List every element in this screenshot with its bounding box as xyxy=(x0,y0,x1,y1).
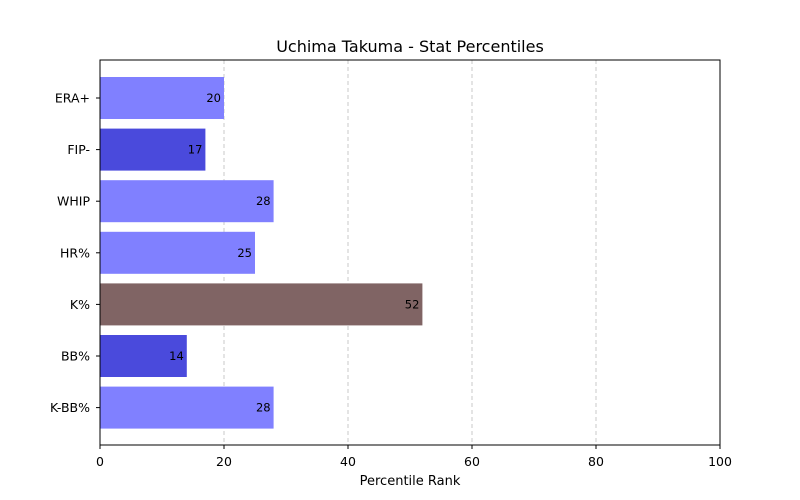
y-tick-label: K% xyxy=(70,297,90,312)
bars: 20 17 28 25 52 14 28 xyxy=(100,77,423,429)
bar-value-label: 25 xyxy=(237,246,252,260)
bar-BB% xyxy=(100,335,187,377)
y-tick-label: BB% xyxy=(61,349,90,364)
x-tick-label: 20 xyxy=(216,454,232,469)
bar-value-label: 28 xyxy=(256,194,271,208)
y-tick-label: K-BB% xyxy=(50,400,90,415)
chart-title: Uchima Takuma - Stat Percentiles xyxy=(276,37,544,56)
bar-K-BB% xyxy=(100,386,274,429)
bar-FIP- xyxy=(100,128,206,171)
y-tick-label: FIP- xyxy=(67,142,90,157)
y-tick-label: ERA+ xyxy=(55,91,90,106)
bar-value-label: 28 xyxy=(256,401,271,415)
bar-value-label: 52 xyxy=(405,297,420,311)
bar-K% xyxy=(100,283,423,326)
bar-WHIP xyxy=(100,180,274,223)
x-axis-label: Percentile Rank xyxy=(360,474,461,489)
bar-value-label: 20 xyxy=(206,91,221,105)
y-axis: ERA+ FIP- WHIP HR% K% BB% K-BB% xyxy=(50,91,100,415)
bar-HR% xyxy=(100,231,255,274)
x-tick-label: 60 xyxy=(464,454,480,469)
x-axis: 0 20 40 60 80 100 xyxy=(96,445,732,469)
bar-value-label: 14 xyxy=(169,349,184,363)
y-tick-label: HR% xyxy=(60,245,90,260)
x-tick-label: 0 xyxy=(96,454,104,469)
x-tick-label: 40 xyxy=(340,454,356,469)
y-tick-label: WHIP xyxy=(57,194,90,209)
bar-value-label: 17 xyxy=(188,143,203,157)
x-tick-label: 100 xyxy=(708,454,732,469)
bar-ERA+ xyxy=(100,77,224,119)
x-tick-label: 80 xyxy=(588,454,604,469)
